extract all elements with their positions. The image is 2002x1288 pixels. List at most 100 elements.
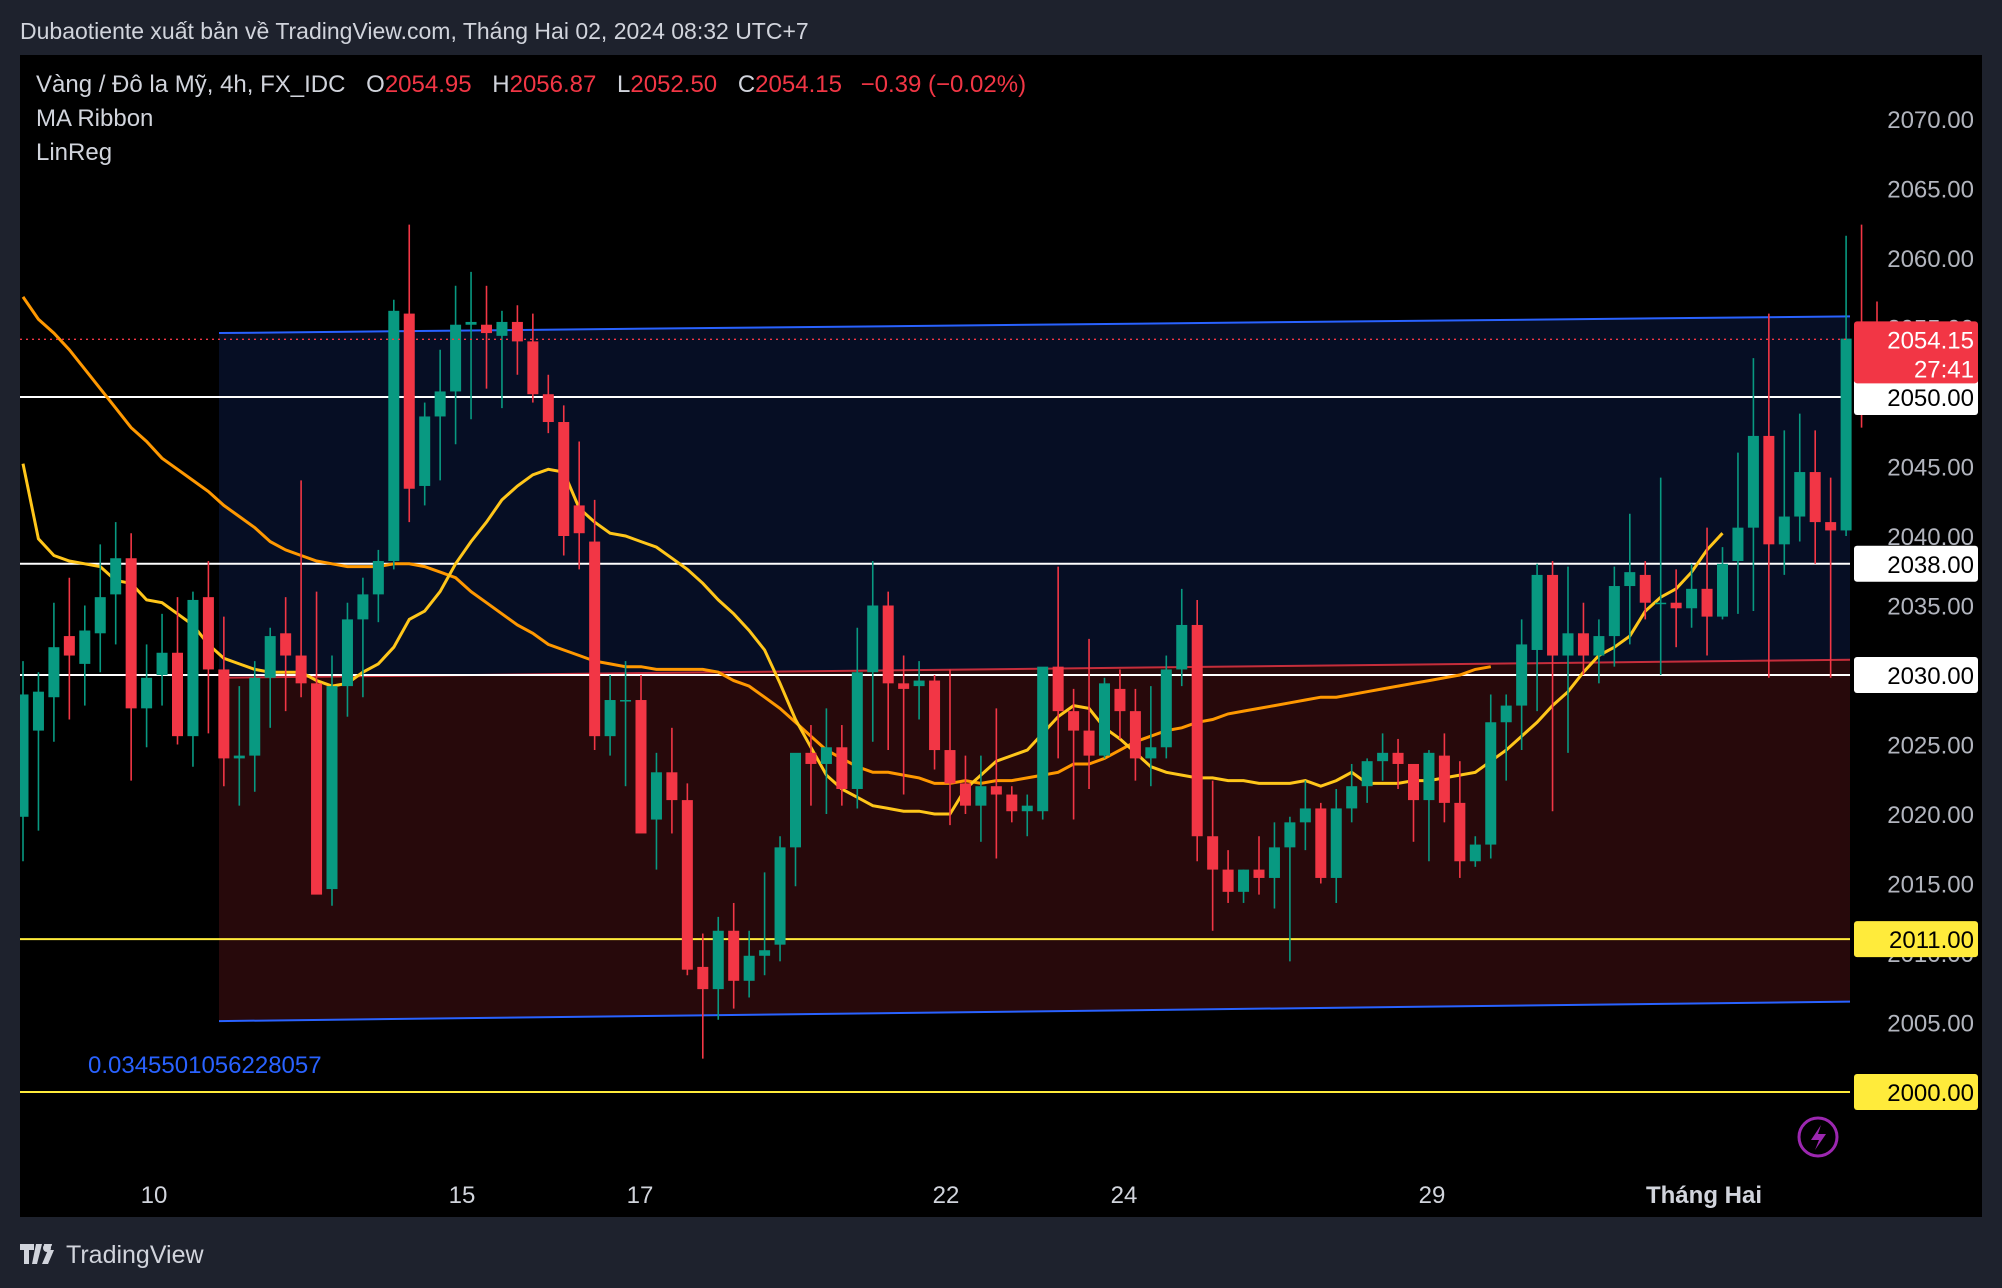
candle-body[interactable]	[295, 655, 307, 684]
candle-body[interactable]	[1222, 869, 1234, 892]
candle-body[interactable]	[1655, 602, 1667, 605]
candle-body[interactable]	[1408, 763, 1419, 801]
candle-body[interactable]	[1469, 844, 1481, 862]
candle-body[interactable]	[94, 597, 106, 634]
candle-body[interactable]	[1747, 435, 1759, 528]
candle-body[interactable]	[898, 683, 910, 689]
candle-body[interactable]	[141, 677, 153, 709]
candle-body[interactable]	[1639, 574, 1651, 603]
candle-body[interactable]	[1562, 633, 1574, 656]
candle-body[interactable]	[1608, 586, 1620, 637]
candle-body[interactable]	[388, 310, 400, 562]
candle-body[interactable]	[1268, 847, 1280, 878]
candle-body[interactable]	[1454, 802, 1466, 862]
candle-body[interactable]	[341, 619, 353, 687]
candle-body[interactable]	[1624, 572, 1636, 587]
candle-body[interactable]	[1531, 574, 1543, 650]
chart-area[interactable]: 2005.002010.002015.002020.002025.002030.…	[20, 55, 1982, 1217]
candle-body[interactable]	[1037, 666, 1049, 812]
price-axis[interactable]	[1850, 55, 1982, 1162]
candle-body[interactable]	[156, 652, 168, 675]
candle-body[interactable]	[1083, 730, 1095, 756]
candle-body[interactable]	[1299, 808, 1311, 823]
candle-body[interactable]	[620, 700, 632, 702]
candle-body[interactable]	[1577, 633, 1589, 656]
candle-body[interactable]	[1547, 574, 1559, 656]
candle-body[interactable]	[496, 321, 508, 336]
candle-body[interactable]	[125, 558, 137, 709]
candle-body[interactable]	[202, 597, 214, 670]
candle-body[interactable]	[820, 747, 832, 764]
candle-body[interactable]	[32, 691, 44, 731]
linreg-lower-line[interactable]	[218, 1000, 1851, 1023]
candle-body[interactable]	[990, 786, 1002, 795]
time-axis[interactable]	[20, 1162, 1982, 1217]
symbol-name[interactable]: Vàng / Đô la Mỹ, 4h, FX_IDC	[36, 71, 346, 98]
level-price-tag[interactable]	[1854, 1074, 1978, 1110]
candle-body[interactable]	[728, 930, 740, 981]
candle-body[interactable]	[1145, 747, 1157, 759]
candle-body[interactable]	[1238, 869, 1250, 892]
candle-body[interactable]	[805, 752, 817, 764]
candle-body[interactable]	[218, 669, 230, 759]
candle-body[interactable]	[790, 752, 801, 848]
level-price-tag[interactable]	[1854, 545, 1978, 582]
indicator-linreg[interactable]: LinReg	[36, 139, 113, 166]
candle-body[interactable]	[48, 647, 60, 698]
candle-body[interactable]	[187, 599, 199, 737]
candle-body[interactable]	[1670, 602, 1682, 609]
candle-body[interactable]	[1392, 752, 1404, 764]
candle-body[interactable]	[465, 321, 477, 325]
candle-body[interactable]	[1516, 644, 1528, 706]
candle-body[interactable]	[851, 672, 863, 789]
candle-body[interactable]	[1701, 588, 1713, 617]
candle-body[interactable]	[1176, 624, 1188, 670]
ma-ribbon-slow-line[interactable]	[21, 296, 1492, 785]
candle-body[interactable]	[1438, 755, 1450, 803]
candle-body[interactable]	[1732, 527, 1744, 562]
candle-body[interactable]	[481, 324, 492, 334]
candle-body[interactable]	[882, 605, 894, 684]
candle-body[interactable]	[172, 652, 183, 737]
candle-body[interactable]	[774, 847, 786, 945]
candle-body[interactable]	[666, 772, 678, 801]
candle-body[interactable]	[1160, 669, 1172, 748]
candle-body[interactable]	[372, 561, 384, 595]
candle-body[interactable]	[403, 313, 415, 489]
candle-body[interactable]	[712, 930, 724, 990]
candle-body[interactable]	[929, 680, 941, 751]
candle-body[interactable]	[1593, 636, 1605, 656]
candle-body[interactable]	[110, 558, 122, 595]
candle-body[interactable]	[944, 750, 956, 784]
candle-body[interactable]	[280, 633, 292, 656]
candle-body[interactable]	[743, 955, 755, 981]
candle-body[interactable]	[759, 950, 771, 956]
level-price-tag[interactable]	[1854, 921, 1978, 958]
candle-body[interactable]	[975, 786, 987, 806]
candle-body[interactable]	[1052, 666, 1064, 712]
candlestick-chart[interactable]: 2005.002010.002015.002020.002025.002030.…	[20, 55, 1982, 1217]
candle-body[interactable]	[264, 636, 276, 678]
candle-body[interactable]	[1686, 588, 1698, 609]
candle-body[interactable]	[635, 700, 647, 834]
candle-body[interactable]	[1840, 338, 1852, 531]
candle-body[interactable]	[1099, 683, 1110, 756]
candle-body[interactable]	[1006, 794, 1018, 812]
candle-body[interactable]	[233, 755, 245, 759]
candle-body[interactable]	[867, 605, 879, 673]
candle-body[interactable]	[419, 416, 431, 486]
lightning-icon[interactable]	[1797, 1116, 1839, 1158]
candle-body[interactable]	[511, 321, 523, 342]
candle-body[interactable]	[681, 800, 693, 970]
candle-body[interactable]	[1717, 563, 1728, 617]
candle-body[interactable]	[1068, 711, 1080, 731]
candle-body[interactable]	[1284, 822, 1296, 848]
candle-body[interactable]	[573, 505, 585, 534]
candle-body[interactable]	[1778, 516, 1790, 545]
candle-body[interactable]	[527, 341, 539, 395]
candle-body[interactable]	[1423, 752, 1435, 801]
candle-body[interactable]	[650, 772, 662, 820]
candle-body[interactable]	[1377, 752, 1389, 762]
candle-body[interactable]	[1315, 808, 1327, 878]
candle-body[interactable]	[1361, 761, 1373, 787]
